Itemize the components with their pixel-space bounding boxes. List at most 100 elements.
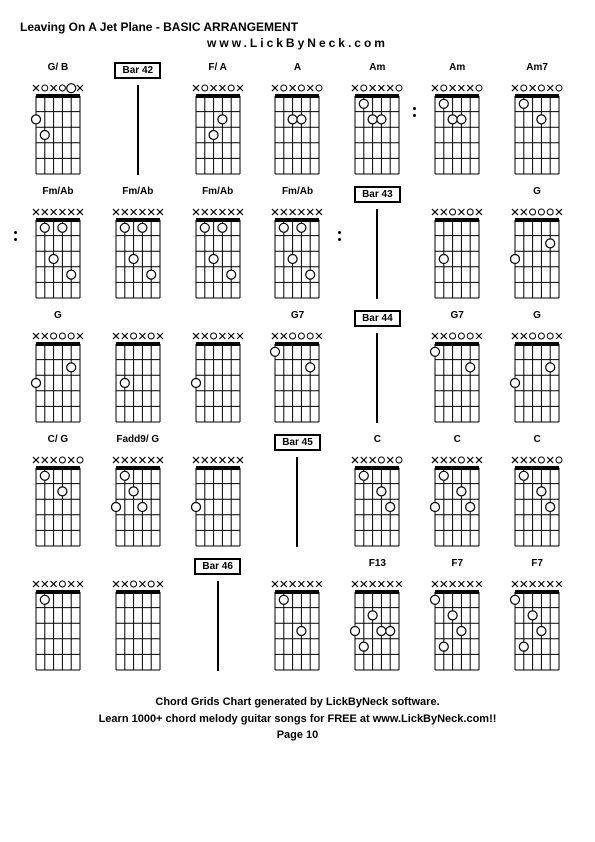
bar-label: Bar 43: [354, 186, 401, 203]
chord-diagram: [425, 202, 489, 302]
chord-diagram: [505, 450, 569, 550]
chord-label: F7: [531, 558, 543, 572]
chord-diagram: [505, 326, 569, 426]
chord-cell: Fm/Ab: [20, 186, 96, 302]
chord-diagram: [26, 78, 90, 178]
chord-label: Fm/Ab: [122, 186, 153, 200]
chord-cell: [100, 558, 176, 674]
chord-diagram: [505, 574, 569, 674]
chord-diagram: [106, 574, 170, 674]
chord-diagram: [505, 202, 569, 302]
chord-diagram: [345, 450, 409, 550]
chord-diagram: [345, 574, 409, 674]
bar-line: [296, 457, 298, 547]
footer-line1: Chord Grids Chart generated by LickByNec…: [20, 694, 575, 711]
chord-cell: Fm/Ab: [100, 186, 176, 302]
chord-label: C/ G: [48, 434, 69, 448]
chord-label: G7: [291, 310, 304, 324]
chord-cell: Am7: [499, 62, 575, 178]
chord-diagram: [425, 78, 489, 178]
chord-diagram: [26, 450, 90, 550]
chord-cell: [100, 310, 176, 426]
chord-diagram: [26, 574, 90, 674]
chord-diagram: [265, 202, 329, 302]
chord-cell: F/ A: [180, 62, 256, 178]
chord-cell: F7: [419, 558, 495, 674]
chord-diagram: [505, 78, 569, 178]
chord-cell: Fm/Ab: [260, 186, 336, 302]
chord-cell: C/ G: [20, 434, 96, 550]
chord-diagram: [26, 326, 90, 426]
chord-diagram: [186, 326, 250, 426]
chord-diagram: [186, 78, 250, 178]
bar-line: [137, 85, 139, 175]
chord-label: C: [533, 434, 540, 448]
chord-label: C: [374, 434, 381, 448]
bar-label: Bar 45: [274, 434, 321, 451]
bar-line: [376, 333, 378, 423]
chord-cell: F13: [339, 558, 415, 674]
chord-cell: Am: [419, 62, 495, 178]
chord-diagram: [265, 326, 329, 426]
chord-diagram: [265, 574, 329, 674]
chord-cell: C: [419, 434, 495, 550]
chord-diagram: [26, 202, 90, 302]
chord-label: Fm/Ab: [42, 186, 73, 200]
footer-line2: Learn 1000+ chord melody guitar songs fo…: [20, 711, 575, 728]
chord-label: G7: [451, 310, 464, 324]
chord-cell: G: [499, 310, 575, 426]
repeat-dots-left: [413, 107, 416, 117]
footer-page: Page 10: [20, 727, 575, 744]
chord-diagram: [186, 202, 250, 302]
chord-label: G/ B: [48, 62, 69, 76]
bar-marker-cell: Bar 42: [100, 62, 176, 178]
chord-cell: [180, 434, 256, 550]
chord-label: Am7: [526, 62, 548, 76]
chord-label: Fm/Ab: [282, 186, 313, 200]
bar-label: Bar 44: [354, 310, 401, 327]
chord-diagram: [186, 450, 250, 550]
page-subtitle: www.LickByNeck.com: [20, 36, 575, 50]
chord-grid: G/ B Bar 42 F/ A A Am Am Am7 Fm/Ab Fm/Ab Fm/Ab Fm/…: [20, 62, 575, 674]
chord-diagram: [345, 78, 409, 178]
chord-cell: G/ B: [20, 62, 96, 178]
chord-cell: [419, 186, 495, 302]
chord-label: G: [54, 310, 62, 324]
chord-cell: G7: [419, 310, 495, 426]
chord-label: G: [533, 186, 541, 200]
chord-diagram: [425, 450, 489, 550]
chord-label: Am: [369, 62, 385, 76]
chord-cell: C: [499, 434, 575, 550]
bar-line: [217, 581, 219, 671]
chord-cell: Fadd9/ G: [100, 434, 176, 550]
chord-cell: G: [20, 310, 96, 426]
chord-cell: Am: [339, 62, 415, 178]
bar-marker-cell: Bar 43: [339, 186, 415, 302]
chord-label: F7: [451, 558, 463, 572]
chord-label: Fadd9/ G: [116, 434, 159, 448]
bar-label: Bar 46: [194, 558, 241, 575]
chord-diagram: [106, 450, 170, 550]
chord-diagram: [106, 326, 170, 426]
chord-diagram: [425, 326, 489, 426]
bar-marker-cell: Bar 44: [339, 310, 415, 426]
bar-marker-cell: Bar 46: [180, 558, 256, 674]
chord-diagram: [106, 202, 170, 302]
chord-diagram: [265, 78, 329, 178]
chord-label: F13: [369, 558, 386, 572]
chord-diagram: [425, 574, 489, 674]
chord-cell: [180, 310, 256, 426]
bar-marker-cell: Bar 45: [260, 434, 336, 550]
chord-label: C: [454, 434, 461, 448]
chord-cell: C: [339, 434, 415, 550]
chord-label: F/ A: [208, 62, 227, 76]
chord-cell: Fm/Ab: [180, 186, 256, 302]
chord-cell: F7: [499, 558, 575, 674]
chord-cell: A: [260, 62, 336, 178]
chord-cell: G: [499, 186, 575, 302]
chord-label: G: [533, 310, 541, 324]
chord-label: Fm/Ab: [202, 186, 233, 200]
page-title: Leaving On A Jet Plane - BASIC ARRANGEME…: [20, 20, 575, 34]
chord-label: A: [294, 62, 301, 76]
bar-line: [376, 209, 378, 299]
